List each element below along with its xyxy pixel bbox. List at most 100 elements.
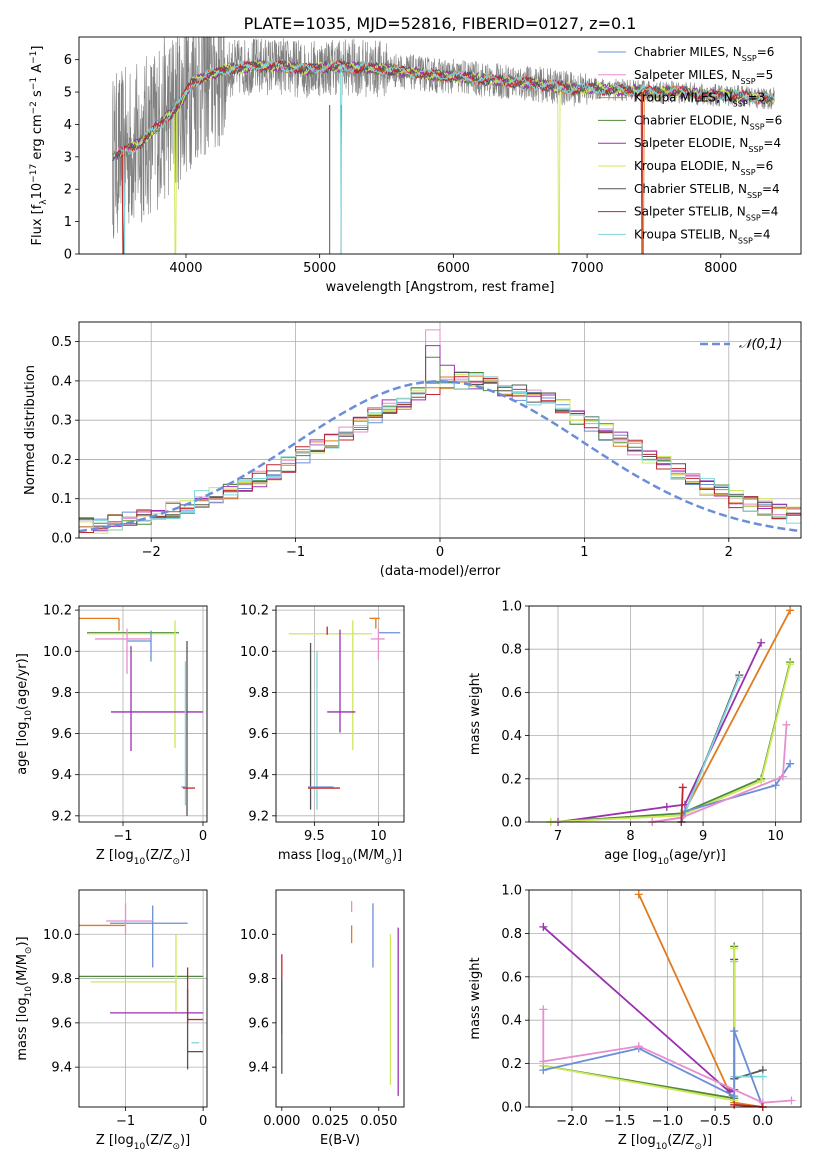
x-axis-label-part: (Z/Z bbox=[667, 1133, 694, 1148]
y-tick-label: 0.4 bbox=[501, 729, 522, 744]
axes-frame bbox=[78, 36, 802, 255]
legend-entry: Kroupa STELIB, NSSP=4 bbox=[634, 227, 771, 245]
axes-frame bbox=[78, 321, 802, 539]
age-vs-metallicity-panel: −1 09.29.49.69.810.010.2Z [log10(Z/Z⊙)]ag… bbox=[15, 604, 208, 867]
weight-marker bbox=[786, 606, 795, 615]
x-tick-label: −1.0 bbox=[652, 1114, 684, 1129]
weight-marker bbox=[730, 1092, 739, 1101]
x-axis-label-part: ⊙ bbox=[172, 857, 180, 867]
y-tick-label: 10.0 bbox=[240, 928, 269, 943]
x-tick-label: 6000 bbox=[437, 261, 470, 276]
y-axis-label-part: )] bbox=[15, 936, 30, 946]
x-tick-label: 0 bbox=[199, 829, 207, 844]
y-axis-label-part: (M/M bbox=[15, 954, 30, 986]
legend-entry-n: , N bbox=[724, 159, 741, 173]
x-axis-label: age [log10(age/yr)] bbox=[604, 848, 726, 867]
legend-entry-count: 4 bbox=[771, 205, 779, 219]
weight-marker bbox=[662, 802, 671, 811]
legend-entry: Kroupa MILES, NSSP=3 bbox=[634, 91, 765, 109]
histogram-step bbox=[79, 374, 801, 534]
figure-title: PLATE=1035, MJD=52816, FIBERID=0127, z=0… bbox=[244, 14, 637, 33]
legend-entry-n: , N bbox=[730, 182, 747, 196]
legend-entry-count: 6 bbox=[775, 113, 783, 127]
legend-entry-name: Chabrier MILES bbox=[634, 45, 725, 59]
weight-marker bbox=[730, 1100, 739, 1109]
y-tick-label: 5 bbox=[64, 86, 72, 101]
x-tick-label: 0 bbox=[436, 545, 444, 560]
axes-frame bbox=[78, 605, 208, 823]
y-axis-label-part: 10 bbox=[24, 710, 34, 722]
legend-entry-sub: SSP bbox=[746, 213, 761, 222]
x-tick-label: 7000 bbox=[571, 261, 604, 276]
weight-line bbox=[557, 642, 762, 823]
y-axis-label-part: λ bbox=[39, 199, 49, 205]
legend-entry-n: , N bbox=[716, 91, 733, 105]
y-tick-label: 9.4 bbox=[51, 1061, 72, 1076]
legend-entry-count: 3 bbox=[758, 91, 766, 105]
y-tick-label: 0.1 bbox=[51, 492, 72, 507]
legend-entry-eq: = bbox=[756, 159, 766, 173]
y-axis-label-part: −1 bbox=[29, 77, 39, 90]
weight-marker bbox=[786, 759, 795, 768]
y-tick-label: 6 bbox=[64, 53, 72, 68]
weight-marker bbox=[758, 1072, 767, 1081]
x-axis-label-part: (Z/Z bbox=[145, 1133, 172, 1148]
y-tick-label: 9.6 bbox=[248, 727, 269, 742]
y-tick-label: 1 bbox=[64, 215, 72, 230]
mass-vs-ebv-panel: 0.000 0.025 0.050 9.4 9.6 9.8 10.0 E(B-V) bbox=[240, 889, 405, 1148]
legend-entry: Kroupa ELODIE, NSSP=6 bbox=[634, 159, 773, 177]
x-axis-label-part: (M/M bbox=[353, 848, 385, 863]
y-tick-label: 3 bbox=[64, 150, 72, 165]
y-axis-label-part: Flux [f bbox=[30, 204, 45, 245]
y-tick-label: 9.2 bbox=[248, 809, 269, 824]
x-axis-label: Z [log10(Z/Z⊙)] bbox=[96, 1133, 190, 1152]
y-axis-label-part: (age/yr)] bbox=[15, 653, 30, 710]
y-tick-label: 10.0 bbox=[43, 928, 72, 943]
axes-frame bbox=[528, 605, 802, 823]
y-tick-label: 1.0 bbox=[501, 600, 522, 615]
weight-marker bbox=[735, 673, 744, 682]
axes-frame bbox=[78, 889, 208, 1108]
legend-entry-sub: SSP bbox=[742, 54, 757, 63]
x-tick-label: −1.5 bbox=[604, 1114, 636, 1129]
x-axis-label-part: Z [log bbox=[96, 848, 134, 863]
x-axis-label-part: 10 bbox=[134, 857, 146, 867]
legend-entry-sub: SSP bbox=[747, 190, 762, 199]
legend-entry-eq: = bbox=[753, 227, 763, 241]
legend-entry-eq: = bbox=[761, 205, 771, 219]
legend-entry-eq: = bbox=[763, 136, 773, 150]
weight-marker bbox=[778, 772, 787, 781]
x-axis-label-part: (Z/Z bbox=[145, 848, 172, 863]
y-tick-label: 9.8 bbox=[51, 686, 72, 701]
histogram-step bbox=[79, 376, 801, 533]
x-axis-label-part: ⊙ bbox=[172, 1142, 180, 1152]
y-tick-label: 0.8 bbox=[501, 927, 522, 942]
y-axis-label-part: s bbox=[30, 90, 45, 101]
legend-entry: 𝒩(0,1) bbox=[739, 337, 782, 352]
weight-marker bbox=[539, 1057, 548, 1066]
weight-line bbox=[733, 961, 763, 1078]
x-axis-label-part: age [log bbox=[604, 848, 657, 863]
legend-entry-sub: SSP bbox=[738, 236, 753, 245]
weight-marker bbox=[634, 890, 643, 899]
axes-frame bbox=[528, 889, 802, 1108]
weight-marker bbox=[786, 660, 795, 669]
x-axis-label-part: ⊙ bbox=[694, 1142, 702, 1152]
x-tick-label: −1 bbox=[286, 545, 305, 560]
y-tick-label: 2 bbox=[64, 183, 72, 198]
weight-marker bbox=[539, 922, 548, 931]
x-axis-label: E(B-V) bbox=[320, 1133, 360, 1148]
legend-entry-count: 6 bbox=[767, 45, 775, 59]
weight-marker bbox=[787, 1096, 796, 1105]
legend-entry-count: 4 bbox=[763, 227, 771, 241]
y-axis-label-part: A bbox=[30, 64, 45, 77]
x-axis-label: Z [log10(Z/Z⊙)] bbox=[618, 1133, 712, 1152]
x-tick-label: 10 bbox=[767, 829, 784, 844]
x-axis-label-part: 10 bbox=[341, 857, 353, 867]
y-tick-label: 4 bbox=[64, 118, 72, 133]
y-tick-label: 0.2 bbox=[51, 453, 72, 468]
weight-marker bbox=[782, 720, 791, 729]
legend-entry-name: Kroupa STELIB bbox=[634, 227, 721, 241]
normal-curve bbox=[78, 380, 802, 533]
weight-marker bbox=[757, 638, 766, 647]
